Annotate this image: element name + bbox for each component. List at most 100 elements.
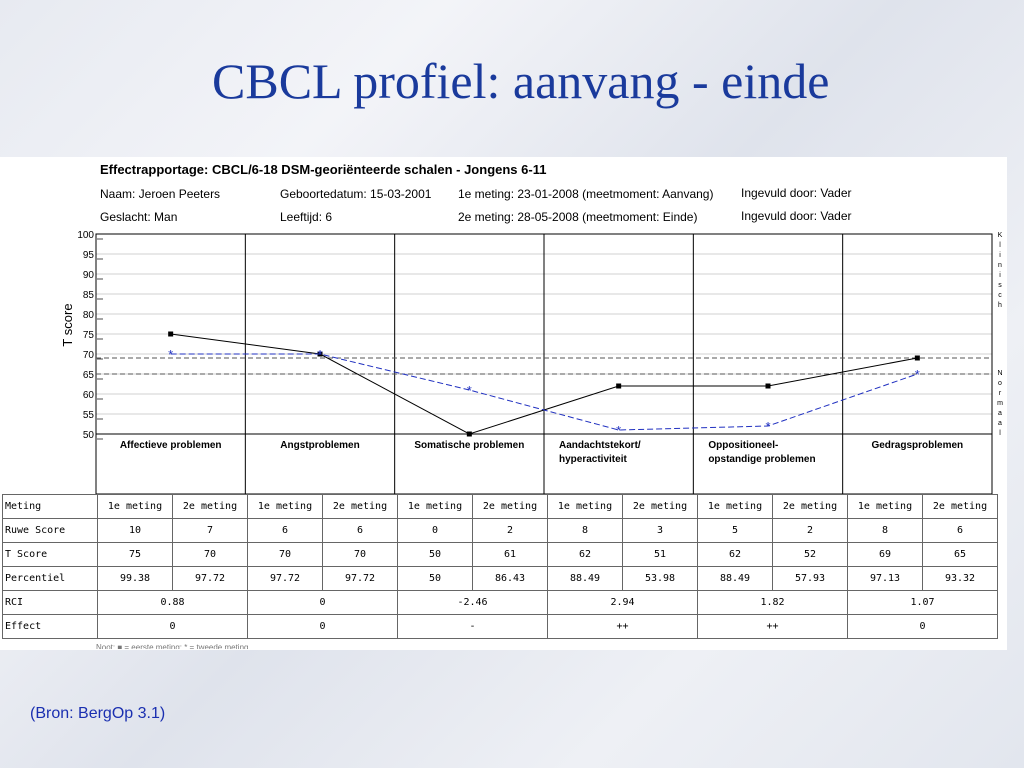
tscore-chart: T score 50 55 60 65 70 75 80 85 90 95 100 Affectie… <box>60 230 1003 494</box>
table-cell: 2e meting <box>172 494 248 519</box>
table-cell: 1e meting <box>97 494 173 519</box>
table-row: RCI 0.88 0 -2.46 2.94 1.82 1.07 <box>2 590 998 615</box>
table-cell: 1.82 <box>697 590 848 615</box>
right-label-letter: c <box>998 292 1002 299</box>
category-label: Angstproblemen <box>280 440 359 451</box>
right-label-letter: o <box>998 380 1002 387</box>
y-tick-label: 90 <box>83 270 95 281</box>
series-line-2 <box>170 353 918 431</box>
right-label-letter: m <box>997 400 1003 407</box>
right-label-letter: l <box>999 430 1001 437</box>
table-cell: - <box>397 614 548 639</box>
ingevuld2-field: Ingevuld door: Vader <box>741 209 852 223</box>
row-label: Effect <box>2 614 98 639</box>
table-cell: 0 <box>247 590 398 615</box>
table-cell: 99.38 <box>97 566 173 591</box>
table-cell: 70 <box>322 542 398 567</box>
y-tick-label: 55 <box>83 410 95 421</box>
y-tick-label: 95 <box>83 250 95 261</box>
series-1-point <box>914 355 920 361</box>
series-1-point <box>616 383 622 389</box>
right-label-letter: N <box>997 370 1002 377</box>
naam-field: Naam: Jeroen Peeters <box>100 187 221 201</box>
table-cell: 57.93 <box>772 566 848 591</box>
table-cell: 70 <box>247 542 323 567</box>
table-cell: 0 <box>97 614 248 639</box>
table-cell: 0 <box>397 518 473 543</box>
table-cell: 2e meting <box>772 494 848 519</box>
table-cell: 97.72 <box>172 566 248 591</box>
ingevuld1-field: Ingevuld door: Vader <box>741 186 852 200</box>
series-1-point <box>168 331 174 337</box>
series-2-point: * <box>317 347 322 362</box>
table-cell: 50 <box>397 542 473 567</box>
right-label-letter: a <box>998 410 1002 417</box>
source-note: (Bron: BergOp 3.1) <box>30 705 166 722</box>
series-2-point: * <box>168 347 173 362</box>
right-label-letter: l <box>999 242 1001 249</box>
table-cell: 0.88 <box>97 590 248 615</box>
table-cell: 1.07 <box>847 590 998 615</box>
table-cell: 6 <box>322 518 398 543</box>
table-cell: 88.49 <box>547 566 623 591</box>
table-cell: 1e meting <box>247 494 323 519</box>
geboortedatum-field: Geboortedatum: 15-03-2001 <box>280 187 432 201</box>
right-label-letter: a <box>998 420 1002 427</box>
table-cell: 88.49 <box>697 566 773 591</box>
category-label: opstandige problemen <box>708 454 815 465</box>
right-label-letter: r <box>999 390 1002 397</box>
right-label-letter: n <box>998 262 1002 269</box>
table-cell: 62 <box>547 542 623 567</box>
table-cell: 7 <box>172 518 248 543</box>
row-label: T Score <box>2 542 98 567</box>
table-row: Meting 1e meting 2e meting 1e meting 2e meti… <box>2 494 998 519</box>
geslacht-field: Geslacht: Man <box>100 210 178 224</box>
table-cell: 2 <box>772 518 848 543</box>
series-2-point: * <box>915 367 920 382</box>
y-tick-label: 70 <box>83 350 95 361</box>
leeftijd-field: Leeftijd: 6 <box>280 210 333 224</box>
table-row: Percentiel 99.38 97.72 97.72 97.72 50 86.43 88.… <box>2 566 998 591</box>
y-tick-label: 100 <box>77 230 94 241</box>
table-cell: 1e meting <box>547 494 623 519</box>
table-cell: 1e meting <box>697 494 773 519</box>
row-label: Meting <box>2 494 98 519</box>
table-cell: 3 <box>622 518 698 543</box>
table-cell: 5 <box>697 518 773 543</box>
y-tick-label: 80 <box>83 310 95 321</box>
table-cell: 6 <box>247 518 323 543</box>
table-cell: 51 <box>622 542 698 567</box>
table-cell: 97.72 <box>247 566 323 591</box>
table-cell: 6 <box>922 518 998 543</box>
y-tick-label: 65 <box>83 370 95 381</box>
table-cell: 2e meting <box>322 494 398 519</box>
row-label: Ruwe Score <box>2 518 98 543</box>
table-cell: 1e meting <box>397 494 473 519</box>
y-tick-label: 60 <box>83 390 95 401</box>
category-label: Somatische problemen <box>414 440 524 451</box>
meting1-field: 1e meting: 23-01-2008 (meetmoment: Aanva… <box>458 187 714 201</box>
table-row: T Score 75 70 70 70 50 61 62 51 62 52 69 65 <box>2 542 998 567</box>
table-cell: 0 <box>247 614 398 639</box>
category-label: Gedragsproblemen <box>871 440 963 451</box>
table-cell: -2.46 <box>397 590 548 615</box>
table-cell: 62 <box>697 542 773 567</box>
table-cell: 1e meting <box>847 494 923 519</box>
table-cell: 97.13 <box>847 566 923 591</box>
table-cell: 65 <box>922 542 998 567</box>
y-tick-label: 50 <box>83 430 95 441</box>
right-label-letter: i <box>999 252 1001 259</box>
table-cell: 93.32 <box>922 566 998 591</box>
table-cell: 53.98 <box>622 566 698 591</box>
table-cell: 2e meting <box>922 494 998 519</box>
category-label: Aandachtstekort/ <box>559 440 641 451</box>
table-cell: 97.72 <box>322 566 398 591</box>
right-label-letter: i <box>999 272 1001 279</box>
table-cell: 8 <box>847 518 923 543</box>
category-label: Oppositioneel- <box>708 440 778 451</box>
meting2-field: 2e meting: 28-05-2008 (meetmoment: Einde… <box>458 210 698 224</box>
report-panel: Effectrapportage: CBCL/6-18 DSM-georiënt… <box>0 157 1007 650</box>
table-cell: 2.94 <box>547 590 698 615</box>
y-axis-label: T score <box>60 303 75 346</box>
category-label: Affectieve problemen <box>120 440 222 451</box>
